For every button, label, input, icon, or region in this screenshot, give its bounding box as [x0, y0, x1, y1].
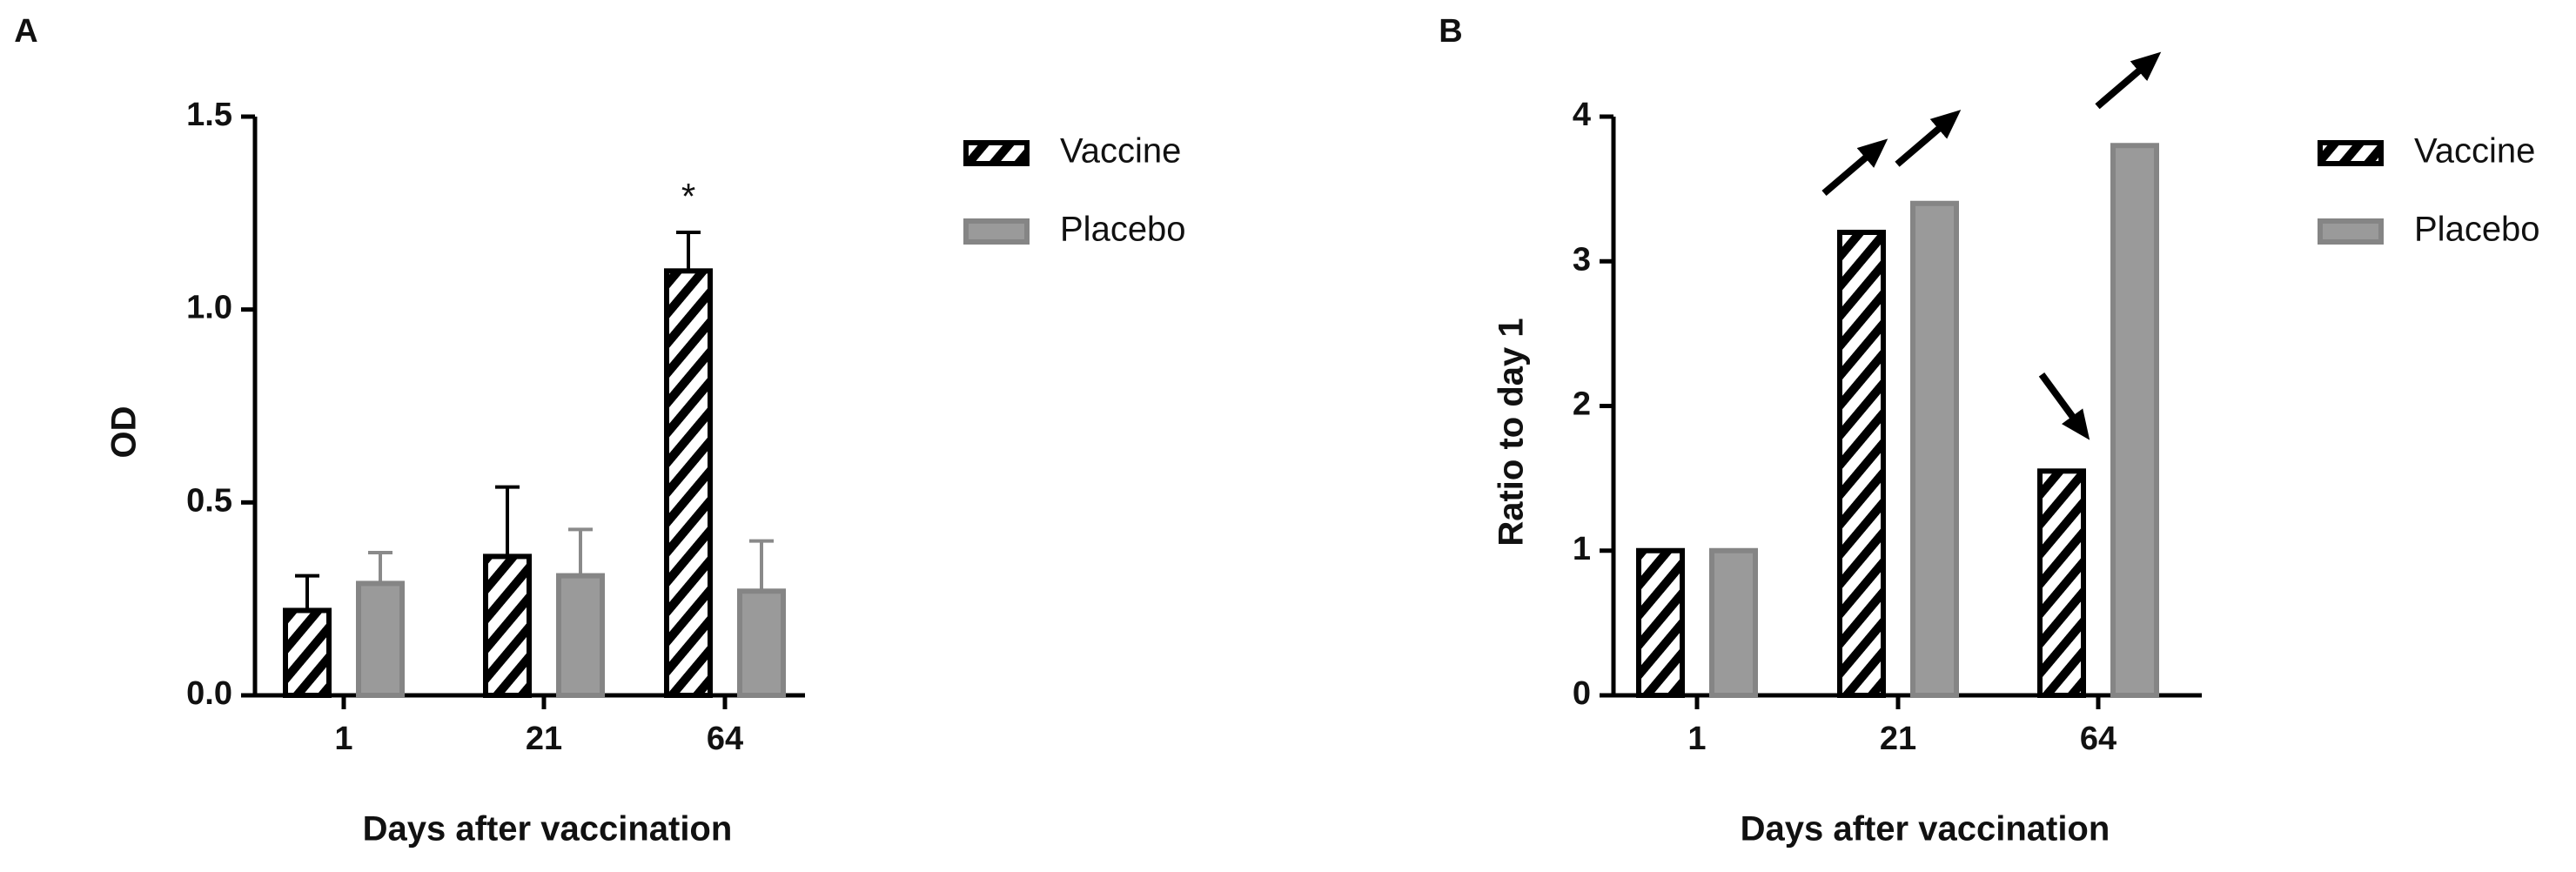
y-tick-label: 0.0 [186, 675, 232, 712]
y-tick-label: 0 [1573, 675, 1591, 712]
y-tick-label: 0.5 [186, 482, 232, 519]
y-axis-title: Ratio to day 1 [1493, 318, 1531, 546]
bar [1910, 200, 1959, 698]
x-tick-label: 64 [707, 721, 743, 757]
x-tick-label: 1 [334, 721, 352, 757]
bar [1837, 230, 1886, 698]
bar [483, 553, 532, 699]
annotation: * [681, 176, 695, 217]
panel-label: B [1439, 13, 1462, 50]
x-axis-title: Days after vaccination [363, 810, 733, 849]
y-tick-label: 3 [1573, 241, 1591, 278]
bar [1636, 547, 1685, 698]
bar [2037, 468, 2086, 698]
arrow [1821, 138, 1888, 197]
y-tick-label: 4 [1573, 97, 1591, 133]
x-axis-title: Days after vaccination [1741, 810, 2110, 849]
legend-label: Vaccine [1060, 132, 1181, 171]
arrow [2038, 372, 2090, 440]
arrow [2095, 51, 2162, 110]
legend-swatch [2318, 218, 2384, 245]
x-tick-label: 1 [1687, 721, 1706, 757]
legend-label: Placebo [1060, 211, 1186, 249]
legend-swatch [963, 140, 1030, 166]
legend-swatch [963, 218, 1030, 245]
x-tick-label: 64 [2080, 721, 2116, 757]
panel-label: A [14, 13, 37, 50]
legend-swatch [2318, 140, 2384, 166]
y-axis-title: OD [105, 406, 144, 459]
legend-label: Vaccine [2414, 132, 2535, 171]
bar [737, 588, 786, 698]
bar [1709, 547, 1758, 698]
y-tick-label: 1.0 [186, 290, 232, 326]
x-tick-label: 21 [1880, 721, 1916, 757]
y-tick-label: 1 [1573, 531, 1591, 567]
bar [283, 607, 332, 699]
bar [556, 573, 605, 698]
bar [356, 580, 405, 699]
x-tick-label: 21 [526, 721, 562, 757]
y-tick-label: 2 [1573, 386, 1591, 423]
bar [664, 268, 713, 698]
y-tick-label: 1.5 [186, 97, 232, 133]
arrow [1895, 110, 1962, 167]
legend-label: Placebo [2414, 211, 2540, 249]
bar [2110, 143, 2159, 698]
